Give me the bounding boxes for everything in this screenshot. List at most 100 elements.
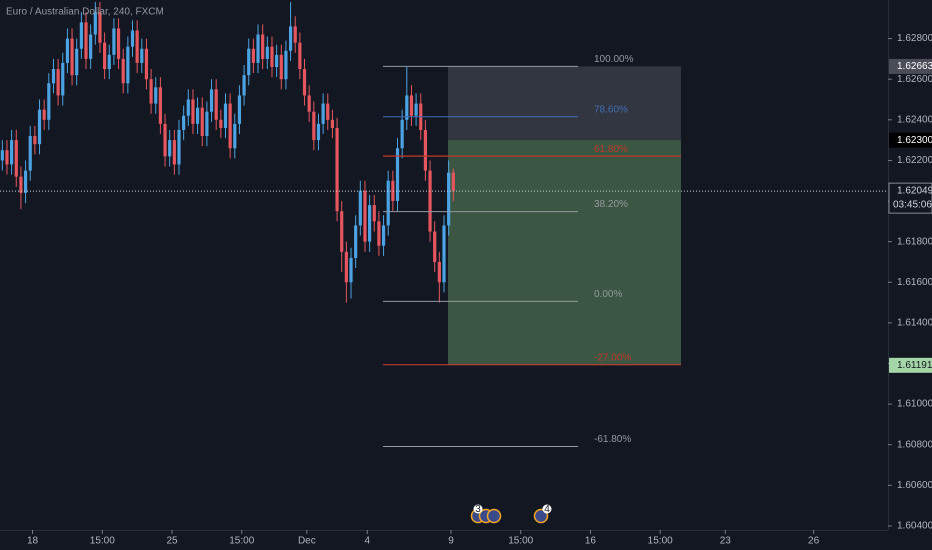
candle-body <box>33 136 37 145</box>
price-tag-label: 1.62300 <box>897 135 932 146</box>
y-tick-label: 1.62200 <box>897 155 932 166</box>
candle-body <box>14 140 18 177</box>
candle-body <box>261 34 265 59</box>
candle-body <box>195 107 200 124</box>
candle-body <box>219 119 223 128</box>
candle-body <box>442 225 446 283</box>
candle-body <box>251 48 255 63</box>
candle-body <box>0 150 4 161</box>
x-tick-label: 4 <box>365 536 371 547</box>
current-price-label: 1.62049 <box>897 186 932 197</box>
candle-body <box>391 180 395 202</box>
event-icon <box>533 508 549 524</box>
candle-body <box>116 28 121 59</box>
event-badge <box>473 504 483 514</box>
candle-body <box>191 99 195 124</box>
candle-body <box>237 95 242 124</box>
y-tick-label: 1.62800 <box>897 33 932 44</box>
fib-label: 61.80% <box>594 144 628 155</box>
x-tick-label: 18 <box>27 536 39 547</box>
candle-body <box>242 75 246 96</box>
y-tick-label: 1.61000 <box>897 399 932 410</box>
candle-body <box>19 176 23 193</box>
fib-label: 38.20% <box>594 199 628 210</box>
candle-body <box>209 89 214 112</box>
event-icon <box>486 508 502 524</box>
candle-body <box>112 28 116 55</box>
price-tag-label: 1.61191 <box>897 360 932 371</box>
candle-body <box>107 54 111 70</box>
candle-body <box>5 150 9 165</box>
candle-body <box>330 119 335 128</box>
candle-body <box>288 26 293 51</box>
x-tick-label: 15:00 <box>90 536 115 547</box>
candle-body <box>89 34 93 59</box>
candle-body <box>10 140 14 165</box>
y-tick-label: 1.61800 <box>897 236 932 247</box>
candle-body <box>307 95 311 112</box>
candle-body <box>363 190 367 242</box>
candle-body <box>423 129 428 171</box>
candle-body <box>395 148 400 202</box>
x-tick-label: 15:00 <box>229 536 254 547</box>
candle-body <box>75 48 79 76</box>
candle-body <box>51 69 56 84</box>
candle-body <box>256 34 260 63</box>
x-tick-label: 26 <box>808 536 820 547</box>
candle-body <box>130 30 135 47</box>
candle-body <box>340 211 344 252</box>
y-tick-label: 1.61400 <box>897 318 932 329</box>
candle-body <box>158 87 162 124</box>
x-tick-label: 25 <box>166 536 178 547</box>
candle-body <box>126 46 130 84</box>
candle-body <box>214 89 218 120</box>
candle-body <box>451 172 455 191</box>
candle-body <box>316 123 321 141</box>
y-tick-label: 1.61600 <box>897 277 932 288</box>
candle-body <box>233 123 237 149</box>
candle-body <box>168 140 172 157</box>
candle-body <box>140 48 144 63</box>
candle-body <box>293 26 297 43</box>
candle-body <box>144 48 149 80</box>
candle-body <box>409 95 414 116</box>
candle-body <box>135 30 139 63</box>
candle-body <box>47 83 51 120</box>
candle-body <box>447 172 451 226</box>
candle-body <box>400 119 404 149</box>
y-tick-label: 1.60800 <box>897 439 932 450</box>
y-tick-label: 1.62400 <box>897 114 932 125</box>
candle-body <box>265 46 269 59</box>
candle-body <box>279 54 283 80</box>
x-tick-label: 16 <box>585 536 597 547</box>
countdown-label: 03:45:06 <box>893 200 932 211</box>
price-tag <box>889 58 932 74</box>
candle-body <box>247 48 251 76</box>
candle-body <box>200 107 204 137</box>
price-tag-label: 1.62663 <box>897 61 932 72</box>
fib-label: 78.60% <box>594 104 628 115</box>
candle-body <box>182 115 186 130</box>
candle-body <box>121 58 125 84</box>
candle-body <box>354 225 358 258</box>
candle-body <box>172 140 176 165</box>
event-badge-label: 4 <box>544 504 550 515</box>
target-zone <box>448 140 681 366</box>
candle-body <box>186 99 190 116</box>
price-tag <box>889 357 932 373</box>
candle-body <box>37 109 42 145</box>
x-tick-label: 15:00 <box>508 536 533 547</box>
candle-body <box>79 22 83 49</box>
candle-body <box>103 42 107 70</box>
candle-body <box>302 69 307 96</box>
candle-body <box>437 261 441 283</box>
candle-body <box>433 231 437 262</box>
x-tick-label: Dec <box>298 536 316 547</box>
candle-body <box>42 109 46 120</box>
candle-body <box>98 12 102 43</box>
candle-body <box>223 103 228 128</box>
y-tick-label: 1.60400 <box>897 521 932 532</box>
candle-body <box>377 221 381 246</box>
